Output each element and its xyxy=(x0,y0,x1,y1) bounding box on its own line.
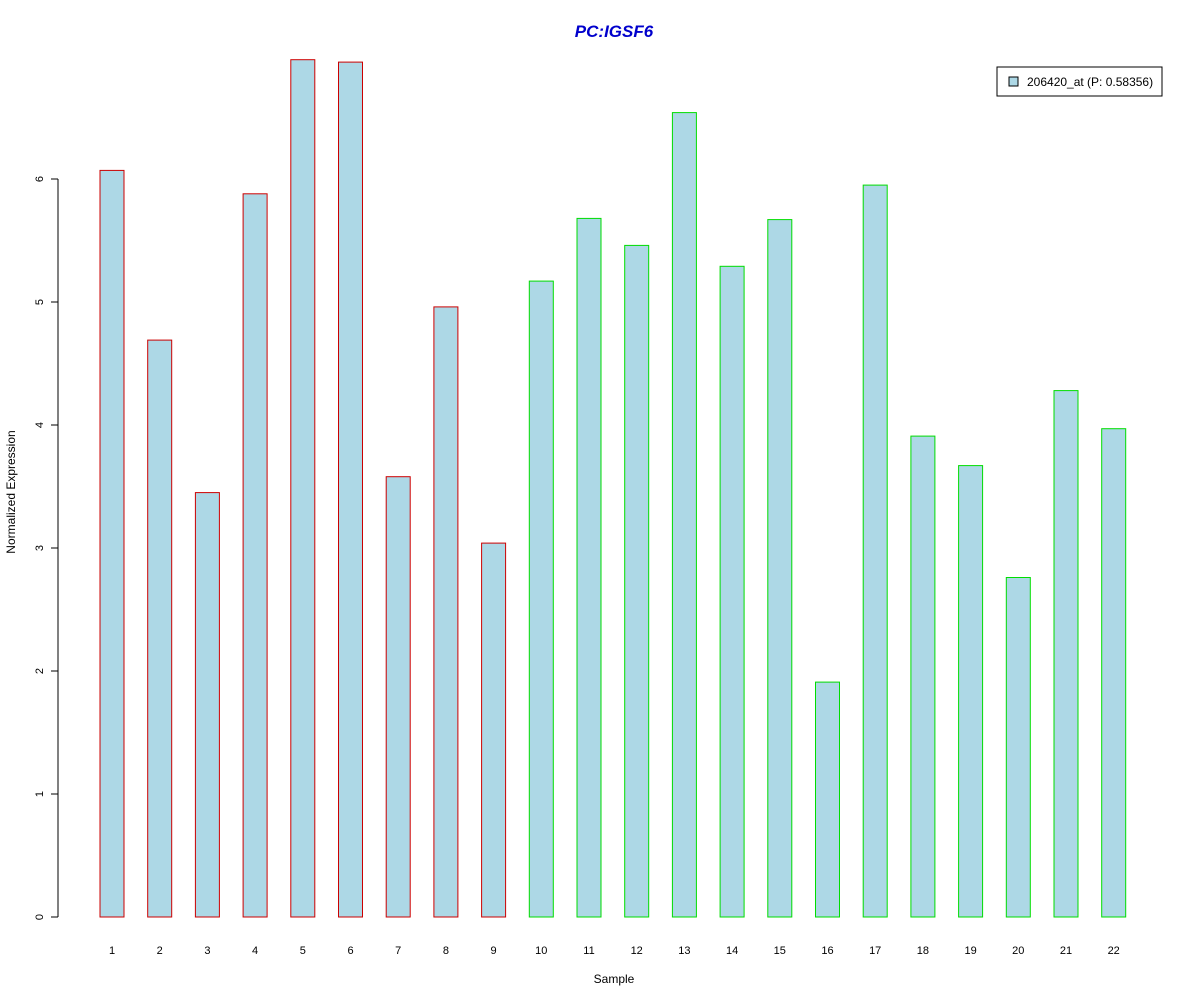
x-axis-tick-label: 15 xyxy=(774,945,786,957)
bar-sample-18 xyxy=(910,435,936,918)
bar-sample-2 xyxy=(147,339,173,918)
legend-box xyxy=(996,66,1163,97)
y-axis-tick-label: 0 xyxy=(34,914,46,920)
bar-sample-15 xyxy=(767,219,793,918)
y-axis-title: Normalized Expression xyxy=(4,430,18,553)
bar-sample-19 xyxy=(958,465,984,918)
x-axis-tick-label: 12 xyxy=(631,945,643,957)
chart-title: PC:IGSF6 xyxy=(575,22,654,41)
y-axis-tick-label: 6 xyxy=(34,176,46,182)
x-axis-tick-label: 9 xyxy=(491,945,497,957)
bar-sample-3 xyxy=(194,492,220,918)
bar-sample-12 xyxy=(624,244,650,918)
y-axis-tick-label: 5 xyxy=(34,299,46,305)
x-axis-tick-label: 14 xyxy=(726,945,738,957)
x-axis-title: Sample xyxy=(594,972,635,986)
bar-sample-1 xyxy=(99,169,125,918)
x-axis-tick-label: 7 xyxy=(395,945,401,957)
bar-sample-21 xyxy=(1053,390,1079,918)
legend: 206420_at (P: 0.58356) xyxy=(996,66,1163,97)
bar-sample-22 xyxy=(1101,428,1127,918)
y-axis-tick-label: 2 xyxy=(34,668,46,674)
bar-sample-7 xyxy=(385,476,411,918)
bar-sample-10 xyxy=(528,280,554,918)
legend-swatch xyxy=(1008,76,1019,87)
x-axis-tick-label: 10 xyxy=(535,945,547,957)
x-axis-tick-label: 18 xyxy=(917,945,929,957)
bar-sample-11 xyxy=(576,217,602,918)
y-axis-tick-label: 3 xyxy=(34,545,46,551)
bar-sample-5 xyxy=(290,59,316,918)
bar-sample-8 xyxy=(433,306,459,918)
bar-sample-13 xyxy=(671,112,697,918)
x-axis-tick-label: 21 xyxy=(1060,945,1072,957)
y-axis-tick-label: 4 xyxy=(34,422,46,428)
bars xyxy=(99,59,1127,918)
x-axis-tick-label: 1 xyxy=(109,945,115,957)
x-axis-tick-label: 13 xyxy=(678,945,690,957)
x-axis-tick-label: 2 xyxy=(157,945,163,957)
x-axis-tick-label: 19 xyxy=(964,945,976,957)
x-axis-tick-label: 11 xyxy=(583,945,594,957)
x-axis-tick-label: 8 xyxy=(443,945,449,957)
x-axis-tick-label: 17 xyxy=(869,945,881,957)
x-axis-tick-labels: 1 2 3 4 5 6 7 8 9 10 11 12 13 14 15 16 17 18 19 20 21 22 xyxy=(109,945,1120,957)
x-axis-tick-label: 16 xyxy=(821,945,833,957)
bar-sample-4 xyxy=(242,193,268,918)
x-axis-tick-label: 5 xyxy=(300,945,306,957)
bar-sample-16 xyxy=(815,681,840,918)
bar-sample-14 xyxy=(719,265,745,918)
bar-sample-17 xyxy=(862,184,888,918)
bar-sample-6 xyxy=(338,61,363,918)
x-axis-tick-label: 20 xyxy=(1012,945,1024,957)
bar-sample-9 xyxy=(481,542,507,918)
x-axis-tick-label: 3 xyxy=(204,945,210,957)
y-axis-tick-label: 1 xyxy=(34,791,46,797)
x-axis-tick-label: 6 xyxy=(347,945,353,957)
y-axis: 0 1 2 3 4 5 6 xyxy=(34,176,59,920)
bar-sample-20 xyxy=(1005,577,1031,918)
legend-label: 206420_at (P: 0.58356) xyxy=(1027,75,1153,89)
x-axis-tick-label: 4 xyxy=(252,945,258,957)
x-axis-tick-label: 22 xyxy=(1108,945,1120,957)
